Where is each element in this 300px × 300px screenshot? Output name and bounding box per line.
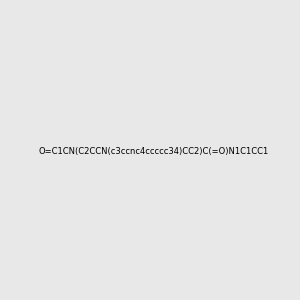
Text: O=C1CN(C2CCN(c3ccnc4ccccc34)CC2)C(=O)N1C1CC1: O=C1CN(C2CCN(c3ccnc4ccccc34)CC2)C(=O)N1C… [39,147,269,156]
